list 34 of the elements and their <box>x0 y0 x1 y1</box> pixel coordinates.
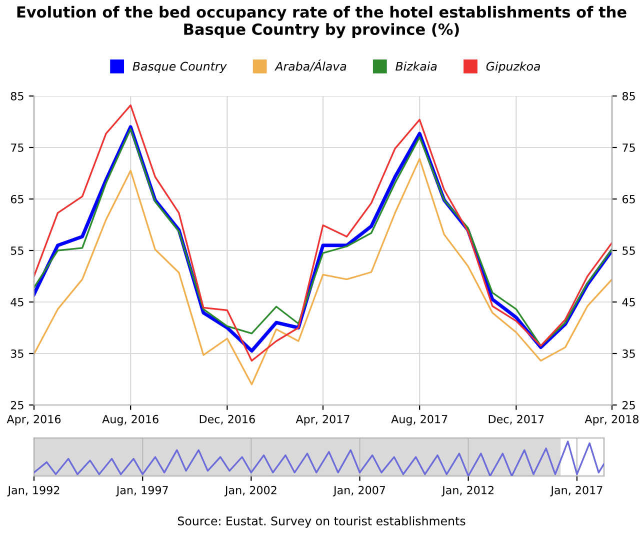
source-note: Source: Eustat. Survey on tourist establishments <box>178 516 466 528</box>
x-tick-label: Jan, 2012 <box>442 486 494 496</box>
line-series <box>34 158 612 386</box>
y2-tick-label: 75 <box>622 144 635 152</box>
y2-tick-label: 45 <box>622 298 635 306</box>
legend-label: Bizkaia <box>396 62 437 71</box>
y-tick-label: 45 <box>10 298 24 306</box>
legend-label: Gipuzkoa <box>486 62 540 74</box>
x-tick-label: Dec, 2016 <box>200 414 255 424</box>
y-tick-label: 55 <box>10 246 24 255</box>
x-tick-label: Aug, 2016 <box>102 414 158 426</box>
y2-tick-label: 85 <box>622 92 635 100</box>
y-tick-label: 35 <box>10 349 24 358</box>
chart-title: Evolution of the bed occupancy rate of the hotel establishments of the Basque Country by province (%) <box>17 6 626 38</box>
y2-tick-label: 35 <box>622 349 635 358</box>
y-tick-label: 25 <box>10 400 24 410</box>
y-tick-label: 85 <box>10 92 24 100</box>
x-tick-label: Jan, 1992 <box>7 486 60 496</box>
x-tick-label: Apr, 2016 <box>6 414 61 426</box>
y2-tick-label: 25 <box>622 400 635 410</box>
y2-tick-label: 65 <box>622 194 635 204</box>
x-tick-label: Jan, 2002 <box>224 486 276 496</box>
x-tick-label: Jan, 1997 <box>116 486 168 496</box>
x-tick-label: Dec, 2017 <box>488 414 544 424</box>
x-tick-label: Apr, 2017 <box>296 414 350 426</box>
y2-tick-label: 55 <box>622 246 635 255</box>
legend-label: Basque Country <box>132 62 227 74</box>
x-tick-label: Jan, 2017 <box>550 486 602 496</box>
x-tick-label: Aug, 2017 <box>391 414 448 426</box>
x-tick-label: Apr, 2018 <box>584 414 639 426</box>
y-tick-label: 65 <box>10 194 24 204</box>
x-tick-label: Jan, 2007 <box>332 486 386 496</box>
legend-label: Araba/Álava <box>274 60 346 72</box>
y-tick-label: 75 <box>11 144 24 152</box>
